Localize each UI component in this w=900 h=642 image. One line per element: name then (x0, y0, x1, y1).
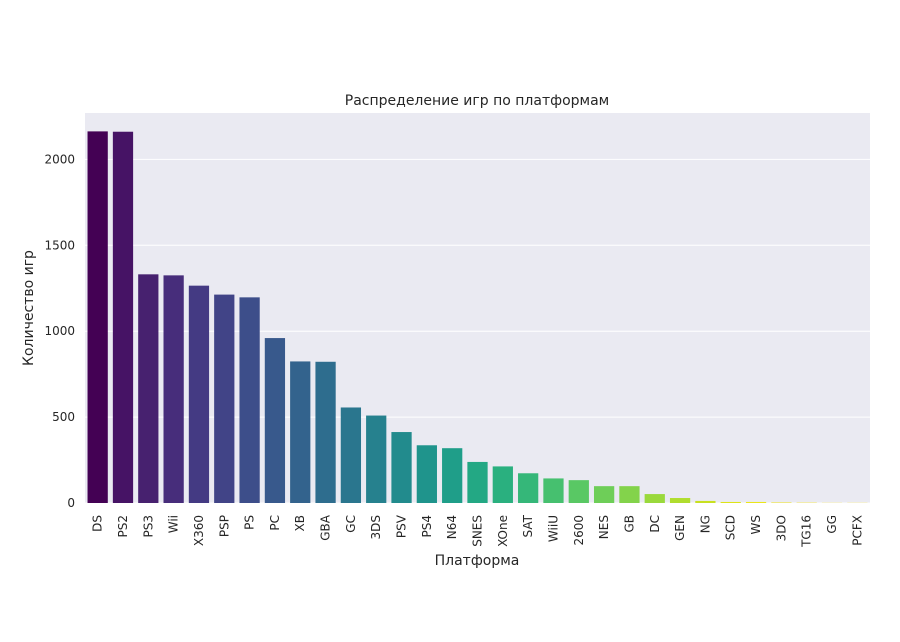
chart-title: Распределение игр по платформам (345, 93, 609, 109)
x-tick-label: DC (648, 515, 662, 533)
x-tick-label: PSP (217, 515, 231, 537)
x-tick-label: GBA (319, 514, 333, 541)
bar-gba (315, 362, 335, 503)
x-tick-label: 3DO (774, 515, 788, 541)
x-tick-label: Wii (167, 515, 181, 533)
bar-ps2 (113, 132, 133, 503)
x-tick-label: XOne (496, 515, 510, 547)
x-tick-label: 2600 (572, 515, 586, 546)
bar-x360 (189, 286, 209, 503)
bar-n64 (442, 448, 462, 503)
x-tick-label: NES (597, 515, 611, 539)
x-tick-label: SCD (724, 515, 738, 540)
x-tick-label: GEN (673, 515, 687, 541)
bar-psp (214, 295, 234, 503)
bar-wii (164, 275, 184, 503)
bar-gen (670, 498, 690, 503)
bar-ds (88, 131, 108, 503)
x-tick-label: PS (243, 515, 257, 530)
bar-ps3 (138, 274, 158, 503)
x-tick-label: NG (698, 515, 712, 533)
bar-pc (265, 338, 285, 503)
x-tick-label: 3DS (369, 515, 383, 540)
bar-3ds (366, 416, 386, 503)
bar-nes (594, 486, 614, 503)
y-tick-label: 1500 (44, 238, 75, 252)
y-axis-ticks: 0 500 1000 1500 2000 (44, 152, 75, 510)
x-axis-label: Платформа (435, 553, 520, 569)
y-tick-label: 2000 (44, 152, 75, 166)
x-tick-label: DS (91, 515, 105, 532)
x-tick-label: PS2 (116, 515, 130, 538)
y-tick-label: 1000 (44, 324, 75, 338)
y-tick-label: 0 (67, 496, 75, 510)
x-tick-label: GG (825, 515, 839, 534)
bar-xone (493, 466, 513, 503)
bar-scd (721, 502, 741, 503)
bar-psv (391, 432, 411, 503)
x-tick-label: N64 (445, 515, 459, 539)
bar-wiiu (543, 478, 563, 503)
x-tick-label: XB (293, 515, 307, 531)
bar-dc (645, 494, 665, 503)
x-tick-label: SAT (521, 514, 535, 537)
bar-snes (467, 462, 487, 503)
x-tick-label: TG16 (800, 515, 814, 548)
x-tick-label: PS3 (141, 515, 155, 538)
bar-ps4 (417, 445, 437, 503)
x-tick-label: GC (344, 515, 358, 533)
x-tick-label: PSV (395, 514, 409, 538)
x-tick-label: WiiU (546, 515, 560, 542)
x-tick-label: SNES (471, 515, 485, 547)
bar-sat (518, 473, 538, 503)
bar-gc (341, 407, 361, 503)
x-tick-label: PC (268, 515, 282, 531)
bar-3do (771, 502, 791, 503)
bar-2600 (569, 480, 589, 503)
bar-ng (695, 501, 715, 503)
x-tick-label: PS4 (420, 515, 434, 538)
x-tick-label: WS (749, 515, 763, 534)
bar-xb (290, 361, 310, 503)
y-tick-label: 500 (52, 410, 75, 424)
bar-ws (746, 502, 766, 503)
x-axis-ticks: DS PS2 PS3 Wii X360 PSP PS PC XB GBA GC 3DS PSV PS4 N6… (91, 514, 865, 548)
y-axis-label: Количество игр (21, 250, 37, 366)
x-tick-label: GB (622, 515, 636, 533)
x-tick-label: X360 (192, 515, 206, 546)
bar-gb (619, 486, 639, 503)
bar-ps (239, 297, 259, 503)
x-tick-label: PCFX (850, 515, 864, 546)
